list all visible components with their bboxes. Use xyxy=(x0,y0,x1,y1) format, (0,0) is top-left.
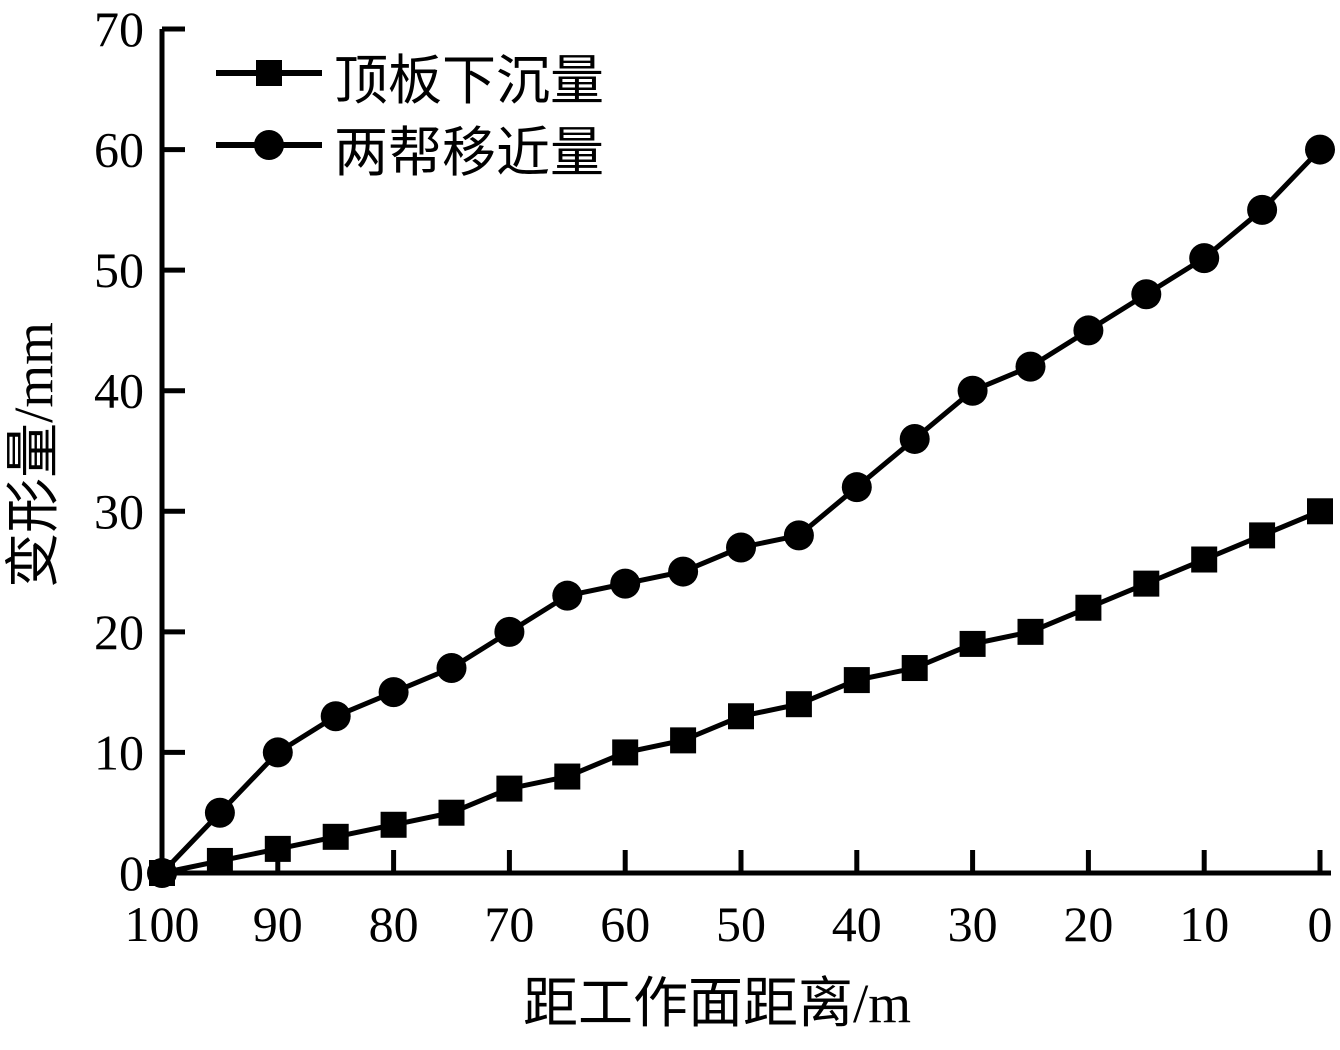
roof-subsidence-data-point xyxy=(728,703,754,730)
roof-subsidence-data-point xyxy=(843,667,870,694)
y-axis-title: 变形量/mm xyxy=(3,322,64,588)
rib-convergence-data-point xyxy=(841,472,872,503)
circle-marker-icon xyxy=(254,130,284,160)
x-tick-label: 70 xyxy=(484,896,534,952)
x-tick-label: 90 xyxy=(253,896,303,952)
roof-subsidence-data-point xyxy=(670,727,697,754)
x-tick-label: 50 xyxy=(716,896,766,952)
x-tick-label: 80 xyxy=(369,896,419,952)
roof-subsidence-data-point xyxy=(438,799,465,826)
rib-convergence-data-point xyxy=(320,701,351,732)
x-tick-label: 40 xyxy=(832,896,882,952)
square-marker-icon xyxy=(256,60,282,86)
legend-item-roof-subsidence: 顶板下沉量 xyxy=(216,51,604,111)
y-tick-label: 50 xyxy=(94,242,144,298)
roof-subsidence-data-point xyxy=(1017,618,1044,645)
rib-convergence-series xyxy=(147,134,1335,888)
rib-convergence-data-point xyxy=(1015,351,1046,382)
rib-convergence-data-point xyxy=(668,556,699,587)
x-tick-label: 20 xyxy=(1063,896,1113,952)
y-tick-label: 70 xyxy=(94,1,144,57)
x-tick-label: 0 xyxy=(1308,896,1333,952)
legend-label: 两帮移近量 xyxy=(334,123,604,183)
roof-subsidence-data-point xyxy=(959,630,986,657)
rib-convergence-data-point xyxy=(262,737,293,768)
rib-convergence-data-point xyxy=(494,616,525,647)
x-axis-title: 距工作面距离/m xyxy=(523,973,911,1034)
roof-subsidence-data-point xyxy=(1133,570,1160,597)
rib-convergence-data-point xyxy=(899,423,930,454)
roof-subsidence-data-point xyxy=(612,739,639,766)
y-tick-label: 30 xyxy=(94,483,144,539)
rib-convergence-data-point xyxy=(1131,279,1162,310)
roof-subsidence-line xyxy=(161,508,1321,876)
y-tick-label: 20 xyxy=(94,604,144,660)
rib-convergence-data-point xyxy=(957,375,988,406)
x-tick-label: 60 xyxy=(600,896,650,952)
x-tick-label: 100 xyxy=(125,896,200,952)
y-tick-label: 40 xyxy=(94,363,144,419)
roof-subsidence-data-point xyxy=(1191,546,1218,573)
roof-subsidence-data-point xyxy=(1249,522,1276,549)
roof-subsidence-data-point xyxy=(901,655,928,682)
rib-convergence-data-point xyxy=(378,677,409,708)
roof-subsidence-data-point xyxy=(1307,498,1333,525)
roof-subsidence-data-point xyxy=(785,691,812,718)
rib-convergence-line xyxy=(160,147,1322,875)
roof-subsidence-data-point xyxy=(496,775,523,802)
x-tick-label: 10 xyxy=(1179,896,1229,952)
legend-item-rib-convergence: 两帮移近量 xyxy=(216,123,604,183)
rib-convergence-data-point xyxy=(1305,134,1335,165)
legend-label: 顶板下沉量 xyxy=(334,51,604,111)
x-tick-label: 30 xyxy=(948,896,998,952)
y-tick-label: 0 xyxy=(119,845,144,901)
y-tick-label: 60 xyxy=(94,122,144,178)
roof-subsidence-series xyxy=(149,498,1333,886)
data-series xyxy=(147,134,1335,888)
roof-subsidence-data-point xyxy=(554,763,581,790)
rib-convergence-data-point xyxy=(1247,194,1278,225)
rib-convergence-data-point xyxy=(783,520,814,551)
roof-subsidence-data-point xyxy=(264,835,291,862)
rib-convergence-data-point xyxy=(436,653,467,684)
roof-subsidence-data-point xyxy=(206,847,233,874)
roof-subsidence-data-point xyxy=(322,823,349,850)
roof-subsidence-data-point xyxy=(1075,594,1102,621)
rib-convergence-data-point xyxy=(552,580,583,611)
roof-subsidence-data-point xyxy=(380,811,407,838)
rib-convergence-data-point xyxy=(610,568,641,599)
rib-convergence-data-point xyxy=(147,858,177,888)
rib-convergence-data-point xyxy=(1189,243,1220,274)
rib-convergence-data-point xyxy=(726,532,756,563)
rib-convergence-data-point xyxy=(204,797,235,828)
y-tick-label: 10 xyxy=(94,724,144,780)
rib-convergence-data-point xyxy=(1073,315,1104,346)
